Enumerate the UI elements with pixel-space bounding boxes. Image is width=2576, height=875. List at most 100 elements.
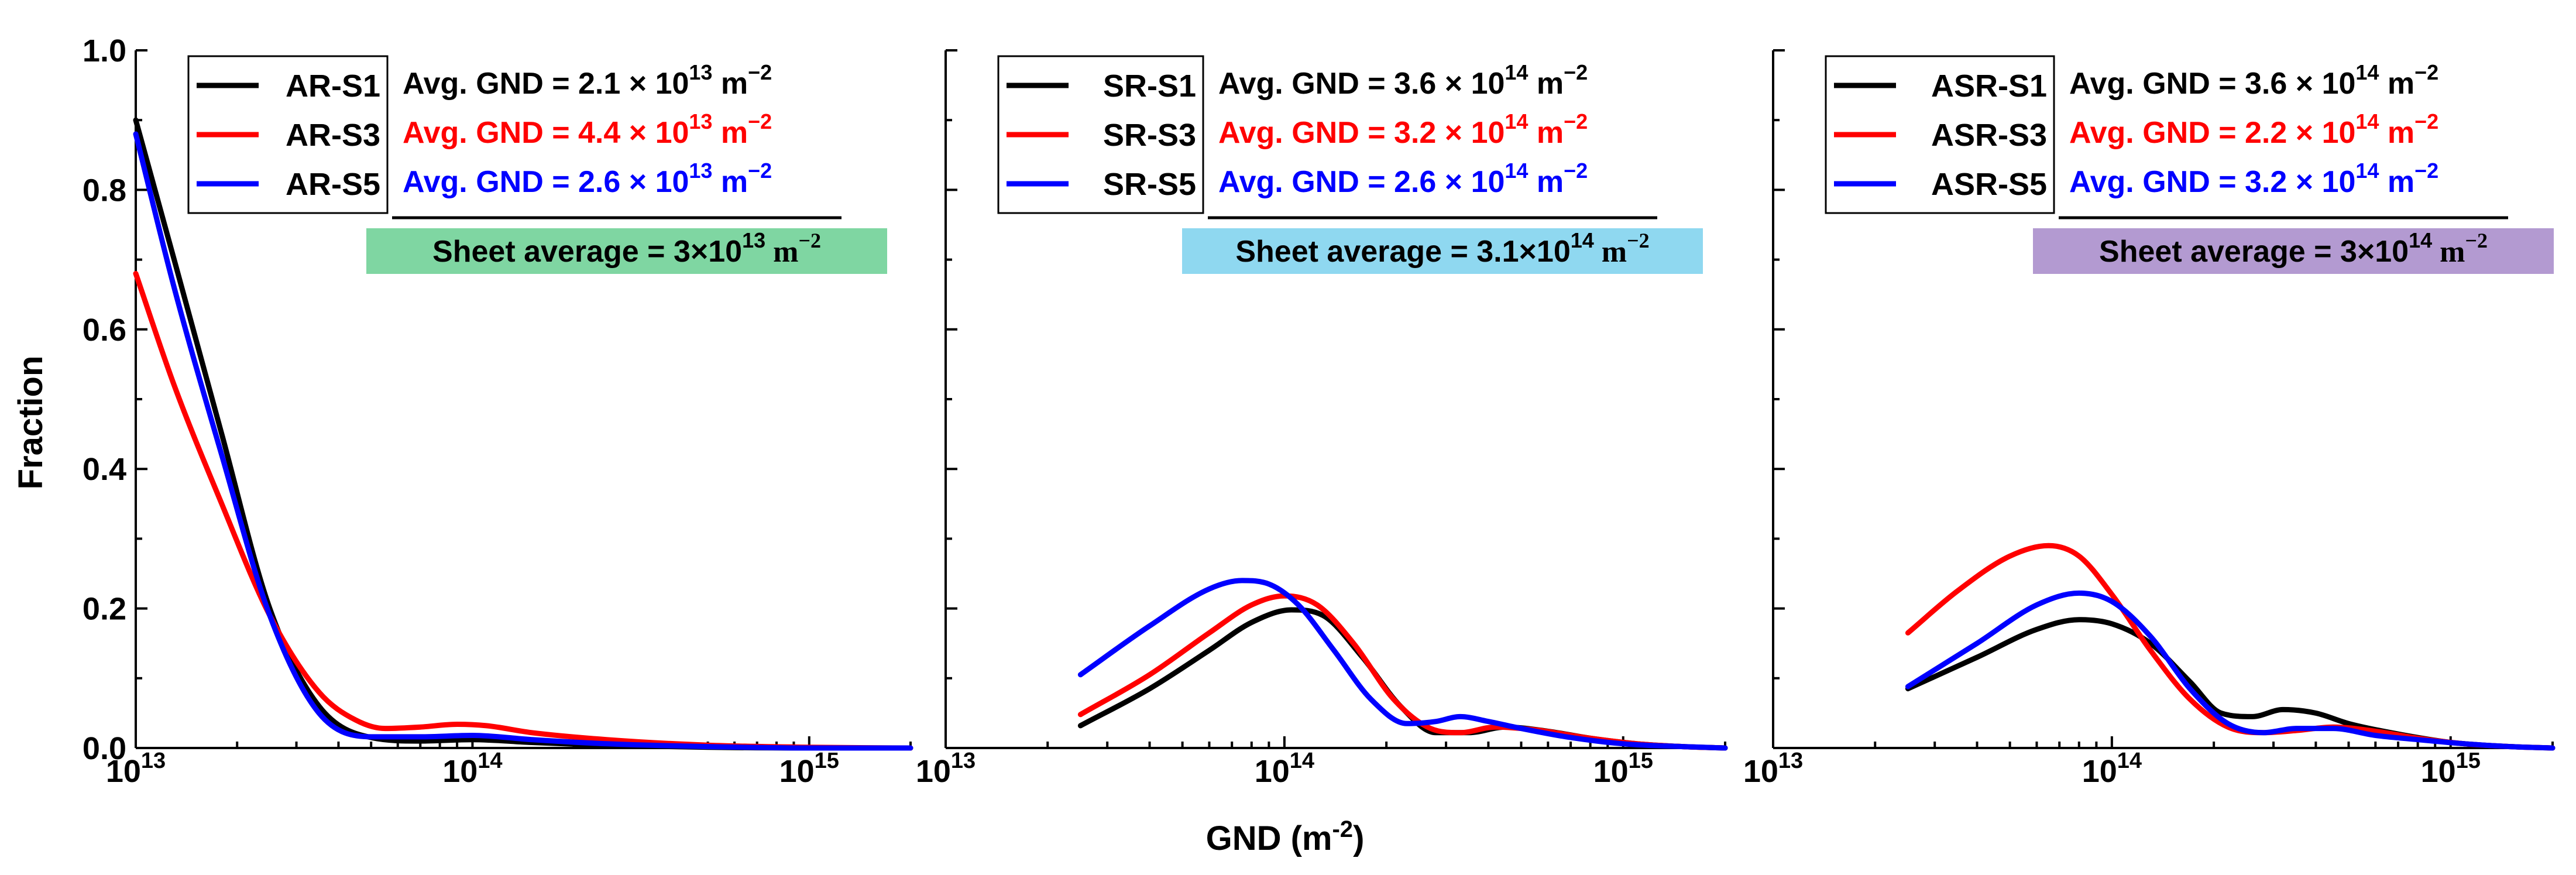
avg-gnd-value: Avg. GND = 3.2 × 10	[2069, 165, 2355, 199]
avg-gnd-annotation: Avg. GND = 3.2 × 1014 m−2	[2069, 159, 2438, 199]
avg-gnd-unit-exp: −2	[2414, 159, 2438, 183]
avg-gnd-annotation: Avg. GND = 3.2 × 1014 m−2	[1218, 109, 1588, 150]
avg-gnd-unit-exp: −2	[748, 109, 772, 133]
avg-gnd-annotation: Avg. GND = 4.4 × 1013 m−2	[403, 109, 772, 150]
avg-gnd-unit: m	[1528, 165, 1564, 199]
sheet-average-value: Sheet average = 3.1×10	[1235, 235, 1570, 269]
y-tick-label: 0.4	[83, 452, 126, 487]
x-tick-label-exp: 14	[478, 749, 502, 773]
avg-gnd-unit: m	[712, 165, 748, 199]
sheet-average-text: Sheet average = 3×1014 m−2	[2099, 228, 2488, 269]
avg-gnd-annotation: Avg. GND = 2.2 × 1014 m−2	[2069, 109, 2438, 150]
x-tick-label: 1014	[2082, 749, 2142, 789]
sheet-average-exp: 13	[742, 228, 765, 252]
x-tick-label: 1015	[1593, 749, 1653, 789]
avg-gnd-unit: m	[712, 116, 748, 150]
sheet-average-badge	[366, 228, 887, 274]
y-axis-title: Fraction	[12, 356, 50, 490]
avg-gnd-exp: 14	[2355, 109, 2379, 133]
x-tick-label: 1014	[442, 749, 502, 789]
avg-gnd-exp: 14	[1505, 60, 1528, 84]
sheet-average-unit-exp: −2	[2465, 229, 2488, 252]
legend-label: ASR-S1	[1931, 68, 2047, 104]
y-tick-label: 0.0	[83, 731, 126, 766]
x-axis-title-base: GND (m	[1206, 819, 1332, 857]
avg-gnd-value: Avg. GND = 2.2 × 10	[2069, 116, 2355, 150]
x-tick-label: 1013	[916, 749, 976, 789]
avg-gnd-unit: m	[1528, 116, 1564, 150]
x-tick-label-exp: 15	[2456, 749, 2481, 773]
x-tick-label-base: 10	[1743, 754, 1778, 789]
sheet-average-unit: m	[765, 235, 798, 269]
avg-gnd-annotation: Avg. GND = 3.6 × 1014 m−2	[1218, 60, 1588, 101]
sheet-average-unit-exp: −2	[798, 229, 821, 252]
avg-gnd-unit-exp: −2	[1564, 109, 1588, 133]
avg-gnd-value: Avg. GND = 2.6 × 10	[1218, 165, 1505, 199]
avg-gnd-annotation: Avg. GND = 2.6 × 1014 m−2	[1218, 159, 1588, 199]
legend-label: SR-S3	[1103, 118, 1196, 153]
x-axis-title: GND (m-2)	[1206, 816, 1365, 857]
series-line-ar-s3	[133, 270, 913, 751]
y-tick-label: 0.2	[83, 592, 126, 627]
avg-gnd-unit-exp: −2	[748, 159, 772, 183]
sheet-average-badge	[2033, 228, 2554, 274]
avg-gnd-annotation: Avg. GND = 3.6 × 1014 m−2	[2069, 60, 2438, 101]
x-tick-label: 1014	[1255, 749, 1314, 789]
sheet-average-text: Sheet average = 3.1×1014 m−2	[1235, 228, 1649, 269]
avg-gnd-unit-exp: −2	[2414, 109, 2438, 133]
sheet-average-exp: 14	[2409, 228, 2432, 252]
avg-gnd-unit: m	[2379, 67, 2414, 101]
y-tick-label: 0.8	[83, 173, 126, 208]
series-line-ar-s5	[133, 131, 913, 751]
x-tick-label-base: 10	[2421, 754, 2456, 789]
x-axis-title-exp: -2	[1332, 816, 1353, 842]
legend-label: ASR-S3	[1931, 118, 2047, 153]
sheet-average-value: Sheet average = 3×10	[432, 235, 742, 269]
avg-gnd-unit: m	[1528, 67, 1564, 101]
x-tick-label-base: 10	[1255, 754, 1290, 789]
avg-gnd-value: Avg. GND = 3.6 × 10	[2069, 67, 2355, 101]
series-line-ar-s1	[133, 117, 913, 751]
avg-gnd-value: Avg. GND = 2.6 × 10	[403, 165, 689, 199]
avg-gnd-value: Avg. GND = 4.4 × 10	[403, 116, 689, 150]
x-tick-label: 1013	[1743, 749, 1803, 789]
x-tick-label-base: 10	[1593, 754, 1629, 789]
legend-label: AR-S5	[286, 167, 380, 202]
x-tick-label-exp: 13	[141, 749, 166, 773]
x-tick-label-exp: 13	[1778, 749, 1803, 773]
sheet-average-exp: 14	[1571, 228, 1594, 252]
avg-gnd-unit-exp: −2	[2414, 60, 2438, 84]
avg-gnd-unit-exp: −2	[1564, 159, 1588, 183]
x-tick-label-base: 10	[442, 754, 478, 789]
avg-gnd-exp: 14	[1505, 159, 1528, 183]
avg-gnd-exp: 13	[689, 159, 712, 183]
x-tick-label-base: 10	[916, 754, 951, 789]
avg-gnd-unit-exp: −2	[1564, 60, 1588, 84]
avg-gnd-exp: 13	[689, 109, 712, 133]
sheet-average-badge	[1182, 228, 1703, 274]
avg-gnd-exp: 14	[1505, 109, 1528, 133]
legend-label: AR-S3	[286, 118, 380, 153]
avg-gnd-value: Avg. GND = 2.1 × 10	[403, 67, 689, 101]
y-tick-label: 1.0	[83, 33, 126, 68]
sheet-average-value: Sheet average = 3×10	[2099, 235, 2409, 269]
x-tick-label-exp: 15	[815, 749, 839, 773]
x-tick-label-exp: 15	[1629, 749, 1653, 773]
x-tick-label-exp: 14	[1290, 749, 1314, 773]
legend-label: ASR-S5	[1931, 167, 2047, 202]
x-tick-label-base: 10	[2082, 754, 2117, 789]
legend-label: SR-S5	[1103, 167, 1196, 202]
legend-label: AR-S1	[286, 68, 380, 104]
x-tick-label-base: 10	[106, 754, 141, 789]
avg-gnd-value: Avg. GND = 3.2 × 10	[1218, 116, 1505, 150]
x-tick-label: 1015	[2421, 749, 2481, 789]
x-tick-label-base: 10	[779, 754, 815, 789]
sheet-average-unit: m	[2432, 235, 2465, 269]
avg-gnd-value: Avg. GND = 3.6 × 10	[1218, 67, 1505, 101]
